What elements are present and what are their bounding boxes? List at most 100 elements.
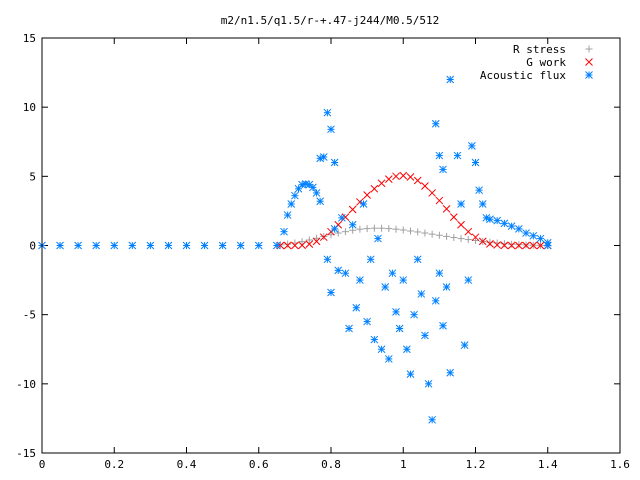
- data-point: [449, 213, 458, 221]
- data-point: [348, 205, 357, 214]
- data-point: [341, 269, 350, 278]
- plot-frame: [41, 37, 621, 454]
- data-point: [442, 204, 451, 213]
- data-point: [500, 241, 509, 250]
- data-point: [327, 231, 335, 239]
- data-point: [468, 142, 476, 150]
- y-tick-label: 15: [23, 32, 36, 45]
- data-point: [457, 220, 465, 229]
- data-point: [514, 241, 523, 250]
- data-point: [392, 308, 400, 316]
- y-tick-label: 0: [29, 240, 36, 253]
- x-tick-label: 0: [39, 458, 46, 471]
- data-point: [313, 234, 321, 242]
- data-point: [457, 235, 465, 243]
- data-point: [450, 233, 458, 241]
- data-point: [460, 341, 469, 349]
- data-point: [536, 241, 545, 250]
- x-tick-label: 1.6: [610, 458, 630, 471]
- data-point: [305, 236, 313, 244]
- data-point: [435, 231, 443, 239]
- data-point: [410, 310, 418, 319]
- data-point: [363, 225, 371, 233]
- data-point: [395, 324, 404, 333]
- data-point: [374, 234, 382, 243]
- data-point: [284, 240, 292, 248]
- data-point: [435, 196, 444, 205]
- data-point: [316, 197, 325, 206]
- x-tick-label: 0.8: [321, 458, 341, 471]
- legend-marker: [585, 58, 593, 66]
- data-point: [334, 229, 342, 237]
- data-point: [370, 335, 379, 344]
- x-tick-label: 0.6: [249, 458, 269, 471]
- data-point: [424, 379, 433, 388]
- data-point: [435, 269, 444, 278]
- data-point: [323, 255, 332, 264]
- data-point: [334, 266, 343, 275]
- data-point: [421, 229, 429, 237]
- data-point: [414, 228, 422, 236]
- legend-label: Acoustic flux: [480, 69, 566, 82]
- data-point: [413, 255, 422, 264]
- data-point: [316, 154, 325, 163]
- data-point: [507, 222, 516, 230]
- data-point: [421, 331, 429, 340]
- data-point: [428, 230, 436, 238]
- data-point: [309, 183, 317, 192]
- data-point: [464, 276, 473, 284]
- data-point: [457, 200, 465, 208]
- data-point: [522, 229, 530, 237]
- data-point: [291, 191, 299, 200]
- data-point: [378, 224, 386, 232]
- data-point: [486, 215, 494, 224]
- data-point: [254, 241, 263, 250]
- data-point: [446, 75, 455, 84]
- data-point: [370, 184, 379, 193]
- data-point: [384, 355, 393, 363]
- data-point: [453, 151, 462, 160]
- data-point: [287, 200, 296, 208]
- data-point: [337, 213, 346, 222]
- data-point: [399, 171, 408, 180]
- data-point: [439, 321, 447, 330]
- data-point: [536, 234, 545, 243]
- data-point: [529, 231, 538, 240]
- data-point: [200, 241, 209, 250]
- data-point: [435, 151, 444, 160]
- data-point: [56, 241, 64, 250]
- data-point: [421, 182, 429, 190]
- axis-ticks: 0 0.2 0.4 0.6 0.8 1 1.2 1.4 1.6 -15 -10 -5 0 5 10 15: [16, 32, 630, 471]
- data-point: [298, 238, 306, 246]
- data-point: [529, 241, 538, 250]
- y-tick-label: -15: [16, 447, 36, 460]
- data-point: [330, 225, 339, 233]
- data-point: [291, 241, 299, 250]
- series-g-work: [276, 171, 552, 250]
- data-point: [377, 179, 386, 188]
- data-point: [276, 241, 285, 250]
- data-point: [475, 186, 483, 195]
- data-point: [522, 241, 530, 250]
- data-point: [280, 227, 288, 236]
- data-point: [110, 241, 119, 250]
- data-point: [464, 227, 473, 236]
- data-point: [507, 241, 516, 250]
- data-point: [312, 237, 321, 246]
- legend-label: R stress: [513, 43, 566, 56]
- data-point: [478, 237, 487, 246]
- data-point: [341, 228, 349, 236]
- data-point: [392, 172, 400, 181]
- data-point: [399, 226, 407, 234]
- data-point: [486, 238, 494, 246]
- data-point: [399, 276, 408, 284]
- y-tick-label: 10: [23, 101, 36, 114]
- legend-marker: [585, 45, 593, 53]
- x-tick-label: 0.4: [177, 458, 197, 471]
- data-point: [543, 241, 552, 250]
- series-layer: [38, 75, 552, 424]
- data-point: [431, 296, 440, 305]
- data-point: [472, 237, 479, 245]
